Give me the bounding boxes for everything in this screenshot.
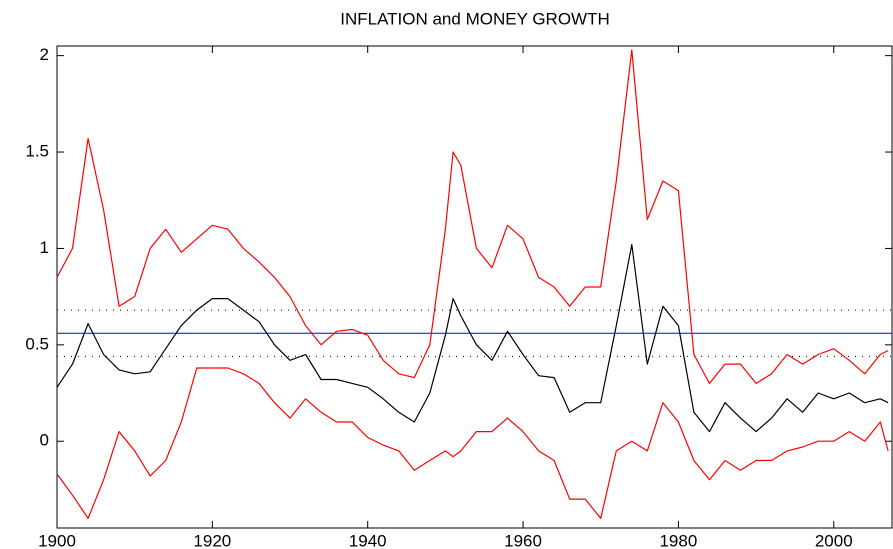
x-tick-label: 1940 (349, 531, 387, 549)
plot-area (56, 45, 893, 529)
chart-title: INFLATION and MONEY GROWTH (340, 9, 610, 28)
y-tick-label: 2 (40, 45, 49, 64)
x-tick-label: 1980 (659, 531, 697, 549)
x-tick-label: 1920 (193, 531, 231, 549)
line-series (56, 49, 889, 384)
y-tick-label: 0 (40, 431, 49, 450)
x-tick-label: 1900 (38, 531, 76, 549)
x-tick-label: 2000 (815, 531, 853, 549)
line-series (56, 244, 889, 433)
y-tick-label: 1.5 (25, 142, 49, 161)
line-series (56, 367, 889, 519)
y-tick-label: 1 (40, 238, 49, 257)
y-tick-label: 0.5 (25, 334, 49, 353)
x-tick-label: 1960 (504, 531, 542, 549)
